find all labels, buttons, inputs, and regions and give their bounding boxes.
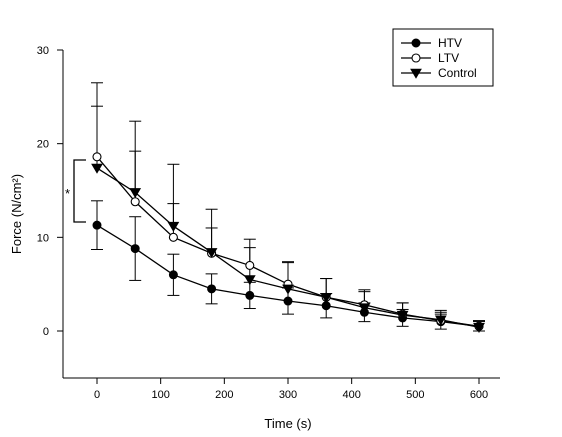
control-point <box>473 323 485 333</box>
ltv-point <box>92 152 102 162</box>
y-tick-label: 10 <box>37 232 49 244</box>
axes: 0 10 20 30 0 100 200 300 400 500 600 <box>37 45 500 401</box>
control-point <box>358 303 371 314</box>
legend-marker-ltv <box>411 53 421 63</box>
x-tick-label: 0 <box>94 389 100 401</box>
markers <box>91 152 485 333</box>
x-tick-label: 400 <box>342 389 360 401</box>
htv-point <box>92 220 102 230</box>
y-ticks: 0 10 20 30 <box>37 45 63 338</box>
control-point <box>167 221 180 232</box>
control-point <box>434 315 447 326</box>
htv-point <box>130 244 140 254</box>
legend-label-ltv: LTV <box>438 51 459 65</box>
x-tick-label: 300 <box>279 389 297 401</box>
x-tick-label: 100 <box>151 389 169 401</box>
ltv-point <box>130 197 140 207</box>
bracket-line <box>73 159 86 223</box>
y-tick-label: 20 <box>37 139 49 151</box>
htv-point <box>168 270 178 280</box>
y-tick-label: 30 <box>37 45 49 57</box>
x-axis-title: Time (s) <box>264 416 311 431</box>
x-ticks: 0 100 200 300 400 500 600 <box>94 378 488 401</box>
x-tick-label: 500 <box>406 389 424 401</box>
control-point <box>320 293 333 304</box>
y-axis-title: Force (N/cm²) <box>9 174 24 254</box>
legend-marker-htv <box>411 38 421 48</box>
y-tick-label: 0 <box>43 326 49 338</box>
legend-label-control: Control <box>438 66 477 80</box>
control-point <box>129 188 142 199</box>
control-point <box>205 248 218 259</box>
htv-point <box>245 290 255 300</box>
ltv-point <box>168 232 178 242</box>
legend-marker-control <box>410 68 422 79</box>
legend-label-htv: HTV <box>438 36 462 50</box>
control-point <box>282 284 294 295</box>
htv-point <box>207 284 217 294</box>
control-point <box>396 310 409 321</box>
x-tick-label: 600 <box>470 389 488 401</box>
htv-point <box>283 296 293 306</box>
ltv-point <box>245 260 255 270</box>
significance-asterisk: * <box>65 186 70 201</box>
significance-bracket: * <box>65 159 86 223</box>
control-point <box>91 163 103 174</box>
control-point <box>243 275 256 286</box>
x-tick-label: 200 <box>215 389 233 401</box>
